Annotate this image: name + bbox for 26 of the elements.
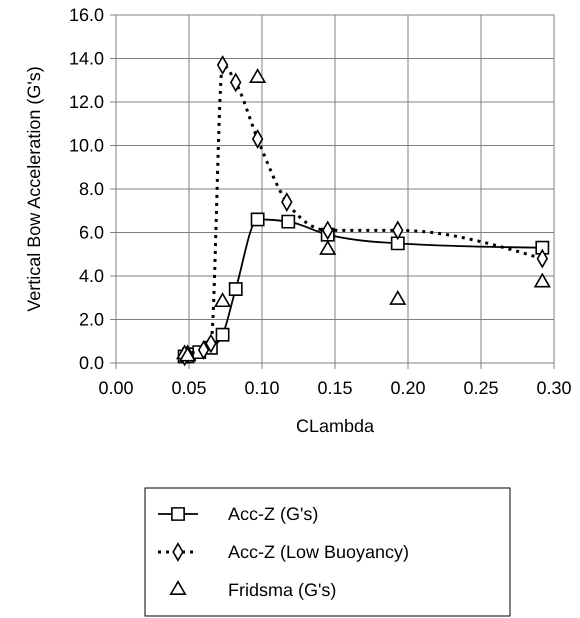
x-axis-title: CLambda: [296, 416, 376, 436]
x-tick-label: 0.25: [463, 378, 499, 398]
x-tick-label: 0.20: [390, 378, 426, 398]
point: [250, 212, 265, 226]
y-tick-label: 2.0: [78, 309, 104, 330]
y-tick-label: 6.0: [78, 222, 104, 242]
x-tick-label: 0.05: [171, 378, 207, 398]
legend-label: Acc-Z (Low Buoyancy): [228, 542, 410, 562]
y-axis-title: Vertical Bow Acceleration (G's): [24, 66, 44, 312]
y-tick-label: 8.0: [78, 178, 104, 199]
y-tick-label: 14.0: [68, 48, 104, 68]
y-tick-label: 16.0: [68, 4, 104, 25]
point: [228, 282, 243, 296]
legend-label: Fridsma (G's): [228, 580, 336, 600]
y-tick-label: 0.0: [78, 352, 104, 373]
x-tick-label: 0.15: [317, 378, 353, 398]
x-tick-label: 0.10: [244, 378, 280, 398]
y-tick-label: 4.0: [78, 266, 104, 286]
legend-label: Acc-Z (G's): [228, 504, 318, 524]
x-tick-label: 0.00: [98, 378, 134, 398]
x-tick-label: 0.30: [536, 378, 572, 398]
point: [281, 214, 296, 229]
y-tick-label: 10.0: [68, 135, 104, 156]
y-tick-label: 12.0: [68, 92, 104, 112]
point: [390, 236, 405, 250]
point: [216, 328, 230, 342]
